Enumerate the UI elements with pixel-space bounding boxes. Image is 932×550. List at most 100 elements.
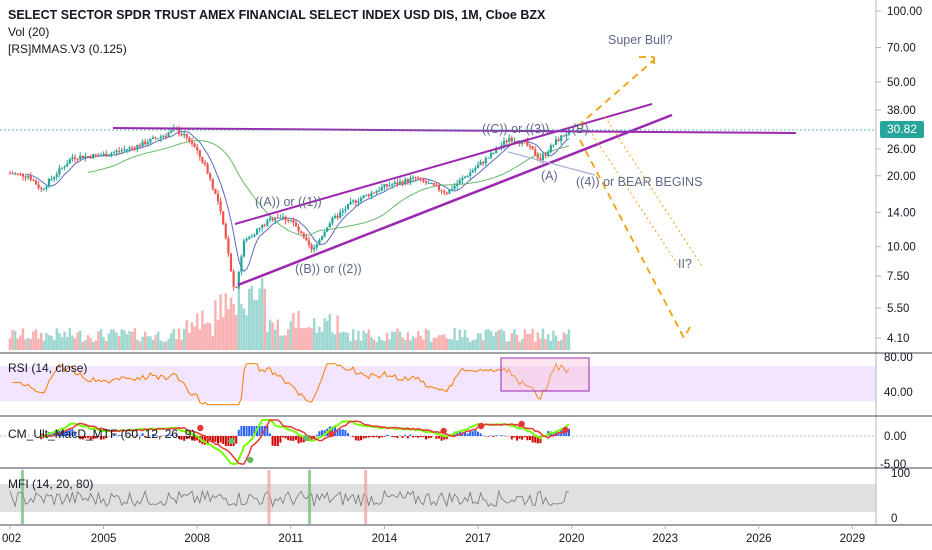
volume-bar <box>102 336 105 350</box>
macd-histogram-bar <box>422 436 425 438</box>
candle-body <box>34 180 38 185</box>
candle-body <box>411 177 415 179</box>
candle-body <box>266 220 269 226</box>
volume-bar <box>318 326 321 350</box>
volume-bar <box>487 329 490 350</box>
volume-bar <box>453 328 456 350</box>
macd-histogram-bar <box>113 434 115 436</box>
macd-histogram-bar <box>170 434 173 436</box>
annotation-ii: II? <box>678 257 692 271</box>
candle-body <box>271 218 274 221</box>
volume-bar <box>383 341 386 350</box>
candle-body <box>120 150 123 152</box>
candle-body <box>24 176 27 178</box>
candle-body <box>177 128 181 134</box>
candle-body <box>235 286 238 288</box>
volume-bar <box>393 331 396 350</box>
candle-body <box>391 184 394 186</box>
candle-body <box>479 161 482 166</box>
volume-bar <box>110 329 113 350</box>
candle-body <box>21 173 25 177</box>
macd-histogram-bar <box>341 429 344 436</box>
macd-histogram-bar <box>105 436 108 439</box>
macd-histogram-bar <box>375 436 378 438</box>
candle-body <box>164 135 168 137</box>
candle-body <box>151 137 155 139</box>
candle-body <box>456 183 459 186</box>
volume-bar <box>188 332 191 350</box>
candle-body <box>138 145 142 147</box>
volume-bar <box>141 336 144 350</box>
macd-histogram-bar <box>378 436 381 439</box>
annotation-super-bull: Super Bull? <box>608 33 673 47</box>
macd-histogram-bar <box>287 436 290 441</box>
volume-bar <box>443 334 446 350</box>
volume-bar <box>331 332 334 350</box>
candle-body <box>554 139 558 145</box>
volume-bar <box>47 335 51 350</box>
price-tick-label: 100.00 <box>887 6 922 18</box>
main-pane <box>0 0 876 352</box>
macd-histogram-bar <box>534 436 537 443</box>
macd-histogram-bar <box>191 436 193 441</box>
volume-bar <box>123 330 126 350</box>
volume-bar <box>180 339 183 350</box>
price-axis: 100.00 70.00 50.00 38.00 26.00 20.00 14.00 10.0… <box>876 6 922 345</box>
macd-cross-dot <box>197 424 204 432</box>
macd-cross-dot <box>247 456 254 464</box>
rsi-band <box>0 366 876 401</box>
volume-bar <box>253 299 256 350</box>
candle-body <box>136 145 139 150</box>
macd-histogram-bar <box>443 436 446 440</box>
candle-body <box>250 236 253 238</box>
candle-body <box>318 239 321 244</box>
candle-body <box>448 189 451 194</box>
volume-bar <box>427 330 430 350</box>
annotation-bear: ((4)) or BEAR BEGINS <box>576 175 702 189</box>
price-tick-label: 5.50 <box>887 303 909 315</box>
volume-bar <box>216 319 220 350</box>
macd-histogram-bar <box>347 433 349 436</box>
volume-bar <box>68 328 71 350</box>
candle-body <box>86 156 90 158</box>
candle-body <box>445 192 448 194</box>
macd-histogram-bar <box>196 436 199 441</box>
chart-title: SELECT SECTOR SPDR TRUST AMEX FINANCIAL … <box>8 8 546 22</box>
candle-body <box>190 140 194 144</box>
volume-bar <box>372 339 376 350</box>
volume-bar <box>201 310 204 350</box>
volume-bar <box>380 339 383 350</box>
volume-bar <box>344 332 347 350</box>
macd-histogram-bar <box>471 431 474 436</box>
candle-body <box>185 133 188 138</box>
candle-body <box>203 162 207 165</box>
macd-histogram-bar <box>414 436 417 437</box>
volume-bar <box>505 341 508 350</box>
candle-body <box>385 184 389 187</box>
macd-histogram-bar <box>276 436 279 446</box>
volume-bar <box>365 333 368 350</box>
macd-histogram-bar <box>466 433 469 436</box>
volume-bar <box>352 329 355 350</box>
volume-bar <box>21 328 25 350</box>
macd-histogram-bar <box>97 436 100 437</box>
candle-body <box>461 178 464 181</box>
volume-bar <box>159 340 162 350</box>
macd-histogram-bar <box>76 436 79 437</box>
candle-body <box>40 187 43 189</box>
volume-bar <box>261 278 264 350</box>
macd-histogram-bar <box>336 430 339 436</box>
candle-body <box>89 156 92 159</box>
volume-bar <box>40 332 43 350</box>
candle-body <box>105 153 108 157</box>
candle-body <box>463 176 467 179</box>
volume-bar <box>557 341 560 350</box>
volume-bar <box>549 340 552 350</box>
volume-bar <box>406 332 409 350</box>
volume-bar <box>552 330 555 350</box>
candle-body <box>211 178 214 189</box>
price-tick-label: 4.10 <box>887 333 909 345</box>
volume-bar <box>497 329 500 350</box>
volume-bar <box>554 335 558 350</box>
candle-body <box>422 178 425 182</box>
